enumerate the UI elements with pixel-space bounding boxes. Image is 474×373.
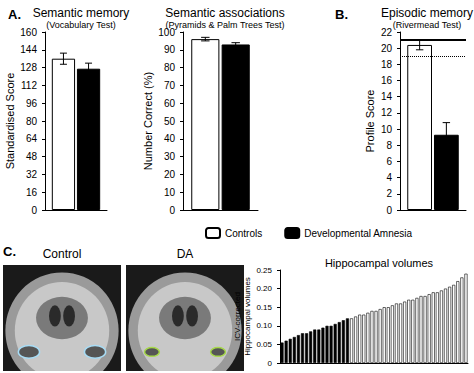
svg-text:0.10: 0.10 bbox=[256, 321, 272, 330]
svg-text:Episodic memory: Episodic memory bbox=[381, 6, 473, 20]
svg-text:50: 50 bbox=[164, 116, 176, 127]
svg-text:0: 0 bbox=[169, 205, 175, 216]
svg-text:144: 144 bbox=[20, 44, 37, 55]
svg-text:40: 40 bbox=[164, 133, 176, 144]
svg-text:100: 100 bbox=[158, 26, 175, 38]
svg-text:Profile Score: Profile Score bbox=[364, 90, 376, 153]
svg-text:70: 70 bbox=[164, 80, 176, 91]
svg-text:80: 80 bbox=[164, 62, 176, 73]
svg-text:20: 20 bbox=[381, 43, 393, 54]
svg-text:96: 96 bbox=[26, 98, 38, 109]
svg-text:4: 4 bbox=[386, 172, 392, 183]
svg-text:16: 16 bbox=[26, 187, 38, 198]
svg-text:14: 14 bbox=[381, 91, 393, 102]
html-text:DA: DA bbox=[176, 247, 194, 261]
svg-text:64: 64 bbox=[26, 133, 38, 144]
svg-text:10: 10 bbox=[164, 187, 176, 198]
svg-text:160: 160 bbox=[20, 27, 37, 38]
svg-text:Semantic memory: Semantic memory bbox=[33, 6, 130, 20]
svg-text:0.15: 0.15 bbox=[256, 303, 272, 312]
svg-text:2: 2 bbox=[386, 188, 392, 199]
svg-text:112: 112 bbox=[21, 80, 37, 91]
svg-text:30: 30 bbox=[164, 151, 176, 162]
svg-text:6: 6 bbox=[386, 156, 392, 167]
svg-text:12: 12 bbox=[381, 107, 393, 118]
svg-text:0: 0 bbox=[31, 205, 37, 216]
html-text:C.: C. bbox=[3, 244, 16, 259]
svg-text:Semantic associations: Semantic associations bbox=[165, 6, 284, 20]
svg-text:Developmental Amnesia: Developmental Amnesia bbox=[304, 228, 412, 239]
svg-text:0: 0 bbox=[386, 205, 392, 216]
svg-text:Controls: Controls bbox=[225, 228, 262, 239]
svg-text:0.20: 0.20 bbox=[256, 284, 272, 293]
svg-text:16: 16 bbox=[381, 75, 393, 86]
svg-text:128: 128 bbox=[20, 62, 37, 73]
svg-text:Number Correct (%): Number Correct (%) bbox=[142, 72, 154, 170]
svg-text:8: 8 bbox=[386, 140, 392, 151]
html-text:Control: Control bbox=[42, 247, 82, 261]
svg-text:0.05: 0.05 bbox=[256, 340, 272, 349]
svg-text:80: 80 bbox=[26, 116, 38, 127]
svg-text:A.: A. bbox=[8, 7, 21, 22]
svg-text:ICV-corrected: ICV-corrected bbox=[233, 292, 242, 341]
svg-text:0: 0 bbox=[268, 359, 273, 368]
svg-text:10: 10 bbox=[381, 124, 393, 135]
svg-text:48: 48 bbox=[26, 151, 38, 162]
svg-text:(Vocabulary Test): (Vocabulary Test) bbox=[46, 20, 115, 30]
svg-text:0.25: 0.25 bbox=[256, 266, 272, 275]
svg-text:Hippocampal volumes: Hippocampal volumes bbox=[325, 257, 434, 269]
svg-text:60: 60 bbox=[164, 98, 176, 109]
svg-text:(Pyramids & Palm Trees Test): (Pyramids & Palm Trees Test) bbox=[166, 20, 285, 30]
svg-text:Hippocampal volumes: Hippocampal volumes bbox=[243, 277, 252, 356]
svg-text:18: 18 bbox=[381, 59, 393, 70]
svg-text:Standardised Score: Standardised Score bbox=[4, 73, 16, 170]
svg-text:20: 20 bbox=[164, 169, 176, 180]
svg-text:B.: B. bbox=[335, 7, 348, 22]
svg-text:(Rivermead Test): (Rivermead Test) bbox=[393, 20, 461, 30]
svg-text:90: 90 bbox=[164, 44, 176, 55]
svg-text:22: 22 bbox=[381, 27, 393, 38]
svg-text:32: 32 bbox=[26, 169, 38, 180]
